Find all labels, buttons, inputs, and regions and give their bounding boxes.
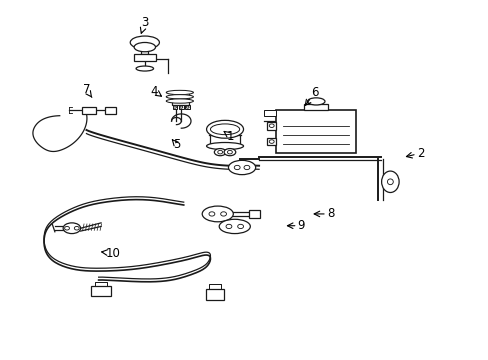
Ellipse shape: [269, 124, 274, 127]
Ellipse shape: [136, 66, 153, 71]
Text: 1: 1: [224, 130, 234, 143]
Bar: [304, 104, 327, 111]
Ellipse shape: [386, 179, 392, 185]
Ellipse shape: [166, 95, 193, 99]
Bar: [171, 93, 188, 105]
Ellipse shape: [227, 150, 232, 154]
Bar: [81, 107, 96, 114]
Text: 10: 10: [102, 247, 121, 260]
Bar: [210, 135, 239, 146]
Ellipse shape: [225, 224, 231, 229]
Text: 8: 8: [313, 207, 334, 220]
Text: 2: 2: [406, 147, 424, 160]
Ellipse shape: [208, 212, 214, 216]
Ellipse shape: [214, 149, 225, 156]
Ellipse shape: [186, 106, 189, 108]
Ellipse shape: [381, 171, 398, 193]
Ellipse shape: [202, 206, 233, 222]
Ellipse shape: [63, 223, 81, 234]
Bar: [91, 286, 111, 296]
Ellipse shape: [134, 42, 155, 52]
Ellipse shape: [219, 219, 250, 234]
Ellipse shape: [64, 226, 69, 230]
Bar: [267, 122, 276, 130]
Ellipse shape: [244, 165, 249, 170]
Bar: [264, 111, 276, 116]
Ellipse shape: [206, 143, 243, 150]
Ellipse shape: [74, 226, 79, 230]
Bar: [185, 105, 190, 109]
Bar: [179, 105, 183, 109]
Ellipse shape: [234, 165, 240, 170]
Text: 5: 5: [172, 138, 180, 151]
Ellipse shape: [237, 224, 243, 229]
Bar: [249, 210, 260, 218]
Ellipse shape: [166, 90, 193, 95]
Ellipse shape: [206, 120, 243, 138]
Text: 6: 6: [305, 86, 318, 105]
Text: 9: 9: [287, 219, 305, 232]
Ellipse shape: [173, 106, 176, 108]
Bar: [267, 138, 276, 145]
Ellipse shape: [224, 149, 235, 156]
Text: 4: 4: [150, 85, 161, 98]
Text: 3: 3: [140, 16, 148, 33]
Ellipse shape: [210, 124, 239, 135]
Bar: [105, 107, 116, 114]
Ellipse shape: [166, 99, 193, 103]
Bar: [276, 111, 356, 153]
Ellipse shape: [217, 150, 222, 154]
Bar: [172, 105, 177, 109]
Ellipse shape: [180, 106, 183, 108]
Ellipse shape: [130, 36, 159, 49]
Ellipse shape: [220, 212, 226, 216]
Bar: [134, 54, 155, 62]
Bar: [205, 289, 224, 300]
Ellipse shape: [228, 160, 255, 175]
Ellipse shape: [269, 140, 274, 143]
Ellipse shape: [307, 98, 325, 105]
Text: 7: 7: [82, 84, 92, 98]
